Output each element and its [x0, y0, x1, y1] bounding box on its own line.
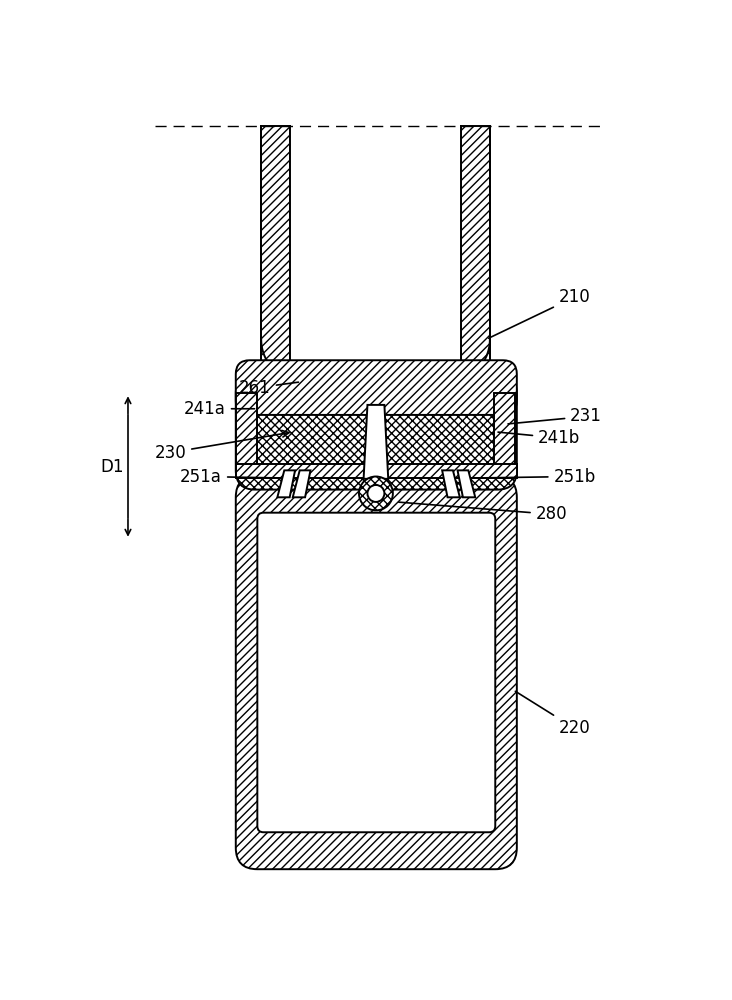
- Bar: [493, 393, 515, 470]
- FancyBboxPatch shape: [236, 476, 517, 869]
- Bar: [236, 393, 258, 470]
- Text: 220: 220: [515, 691, 591, 737]
- Circle shape: [359, 477, 393, 510]
- FancyBboxPatch shape: [236, 374, 517, 490]
- Text: 230: 230: [154, 430, 289, 462]
- Text: 210: 210: [488, 288, 591, 338]
- Text: 231: 231: [508, 407, 602, 425]
- Text: 241b: 241b: [498, 429, 580, 447]
- Bar: [461, 126, 490, 382]
- Polygon shape: [442, 470, 460, 497]
- Text: 251a: 251a: [180, 468, 282, 486]
- Polygon shape: [277, 470, 295, 497]
- Bar: [290, 126, 461, 382]
- Text: 251b: 251b: [474, 468, 596, 486]
- Bar: [236, 464, 517, 478]
- FancyBboxPatch shape: [258, 513, 496, 832]
- Text: 261: 261: [239, 379, 299, 397]
- Circle shape: [367, 485, 384, 502]
- Bar: [261, 126, 290, 382]
- FancyBboxPatch shape: [236, 360, 517, 415]
- Polygon shape: [364, 405, 388, 479]
- Text: 241a: 241a: [184, 400, 255, 418]
- Polygon shape: [458, 470, 475, 497]
- Text: 280: 280: [399, 502, 567, 523]
- Polygon shape: [293, 470, 310, 497]
- Text: D1: D1: [101, 458, 124, 476]
